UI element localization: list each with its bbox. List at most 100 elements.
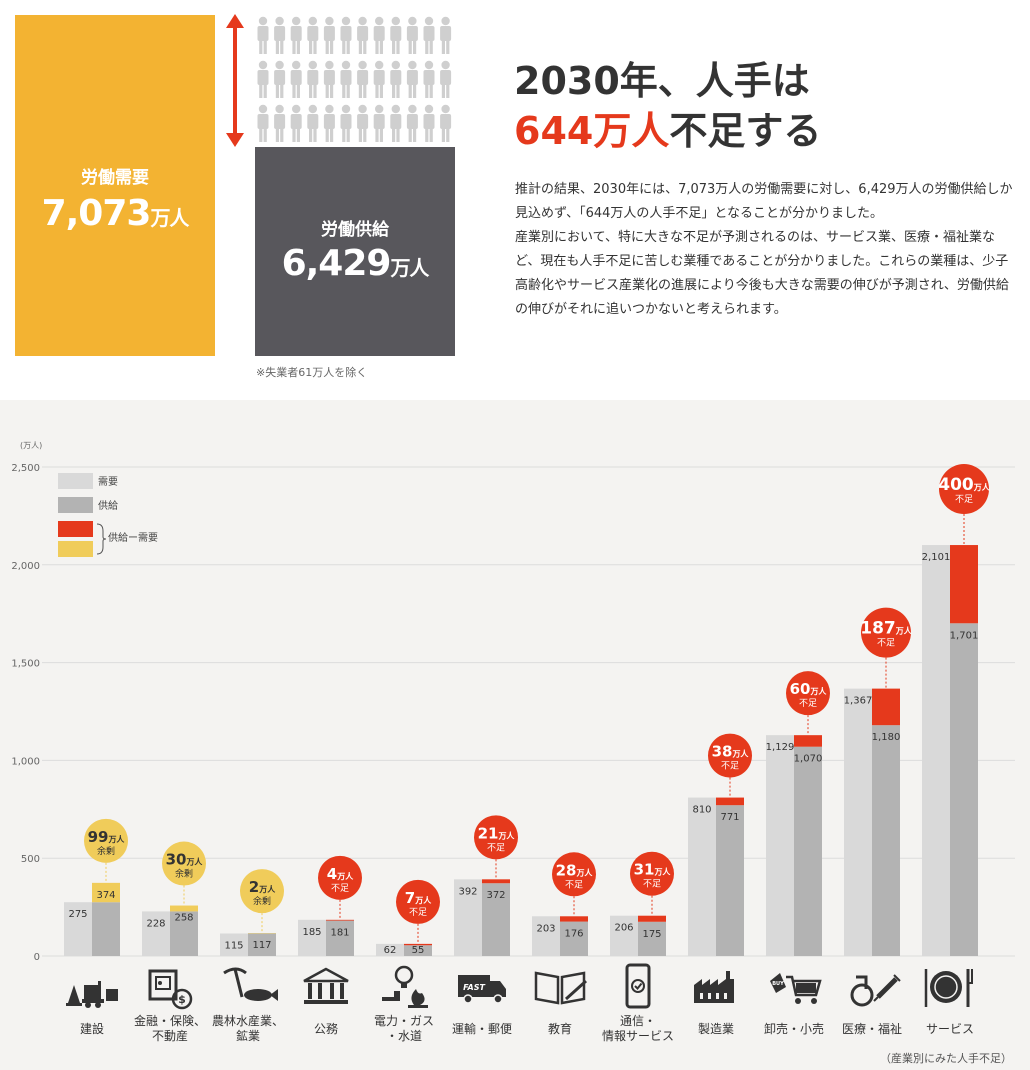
demand-bar [298,919,326,956]
shopping-cart-icon: BUY [764,963,824,1013]
person-icon [357,60,369,98]
demand-bar [844,688,872,956]
supply-bar [638,921,666,956]
person-icon [357,16,369,54]
demand-bar [376,943,404,956]
gap-arrow-icon [226,14,244,147]
demand-bar [610,915,638,956]
diff-value-label: 21万人 [478,824,516,842]
demand-value-label: 62 [384,945,397,956]
diff-bubble [162,841,206,886]
finance-icon: $ [140,963,200,1013]
supply-value-label: 176 [564,929,583,940]
y-tick-label: 2,500 [11,463,40,474]
person-icon [340,104,352,142]
person-icon [323,104,335,142]
government-icon [296,963,356,1013]
supply-value-label: 1,180 [872,732,901,743]
supply-bar [404,945,432,956]
demand-value-label: 203 [536,923,555,934]
book-icon [530,963,590,1013]
demand-bar [922,545,950,956]
diff-value-label: 31万人 [634,861,672,879]
person-icon [406,104,418,142]
construction-icon [62,963,122,1013]
diff-word-label: 不足 [331,883,349,894]
diff-word-label: 余剰 [253,895,271,907]
supply-bar [560,921,588,956]
legend-brace [96,523,107,555]
supply-bar [482,883,510,956]
category-label: 卸売・小売 [763,1022,824,1036]
labor-supply-box: 労働供給 6,429万人 [255,147,455,356]
diff-value-label: 7万人 [405,889,432,907]
diff-value-label: 38万人 [712,743,750,761]
person-icon [257,104,269,142]
unemployed-note: ※失業者61万人を除く [256,366,368,379]
shortage-segment [716,797,744,806]
diff-word-label: 不足 [955,494,973,505]
diff-word-label: 不足 [721,761,739,772]
category-label: 建設 [79,1022,104,1036]
person-icon [307,60,319,98]
person-icon [406,16,418,54]
demand-label: 労働需要 [81,168,149,188]
labor-demand-box: 労働需要 7,073万人 [15,15,215,356]
category-label: サービス [925,1022,974,1036]
diff-bubble [84,818,128,863]
agriculture-icon [218,963,278,1013]
shortage-segment [560,916,588,922]
factory-icon [686,963,746,1013]
diff-word-label: 不足 [643,879,661,890]
person-icon [390,60,402,98]
demand-bar [766,735,794,956]
supply-value-label: 372 [486,890,505,901]
supply-bar [92,902,120,956]
shortage-segment [872,688,900,726]
utilities-icon [374,963,434,1013]
supply-value-label: 771 [720,812,739,823]
shortage-segment [404,943,432,946]
diff-word-label: 不足 [487,842,505,853]
demand-value-label: 810 [692,805,711,816]
diff-word-label: 余剰 [97,845,115,857]
demand-value-label: 1,129 [766,742,795,753]
person-icon [423,60,435,98]
category-label: 公務 [313,1022,338,1036]
person-icon [357,104,369,142]
person-icon [373,16,385,54]
description: 推計の結果、2030年には、7,073万人の労働需要に対し、6,429万人の労働… [515,182,1013,317]
shortage-segment [326,919,354,921]
person-icon [307,104,319,142]
demand-value-label: 228 [146,918,165,929]
person-icon [390,16,402,54]
category-label: 教育 [547,1022,572,1036]
legend-diff: 供給ー需要 [108,531,158,544]
person-icon [406,60,418,98]
demand-value: 7,073万人 [41,193,190,234]
demand-bar [64,902,92,956]
diff-word-label: 不足 [877,638,895,649]
y-tick-label: 1,000 [11,756,40,767]
diff-value-label: 60万人 [790,680,828,698]
person-icon [290,16,302,54]
legend-supply: 供給 [98,499,118,512]
supply-value-label: 258 [174,913,193,924]
y-tick-label: 2,000 [11,561,40,572]
diff-bubble [396,879,440,924]
category-label: 農林水産業、 鉱業 [211,1014,284,1043]
headline: 2030年、人手は 644万人不足する [514,59,822,153]
svg-text:FAST: FAST [463,983,485,992]
y-tick-label: 500 [21,854,40,865]
person-icon [274,16,286,54]
supply-value-label: 181 [330,928,349,939]
person-icon [423,104,435,142]
diff-word-label: 不足 [409,907,427,918]
supply-value-label: 175 [642,929,661,940]
